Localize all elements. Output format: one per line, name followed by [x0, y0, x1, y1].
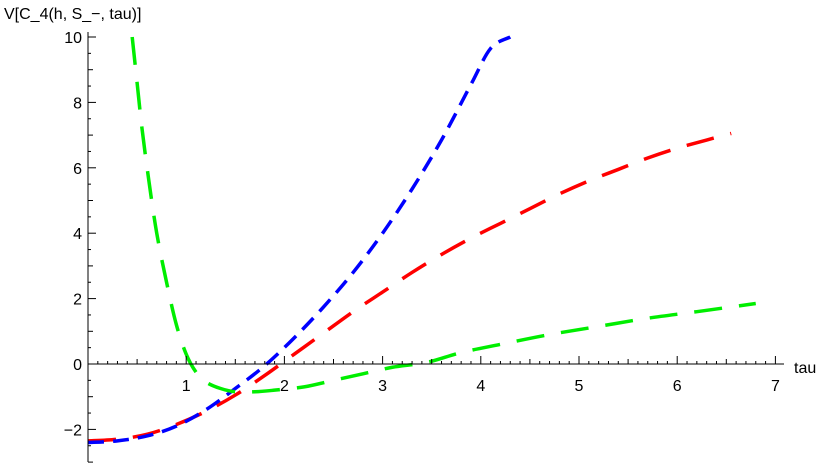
x-tick-label: 3	[378, 378, 387, 395]
y-tick-label: 2	[73, 292, 82, 309]
curves-layer	[88, 35, 757, 445]
x-tick-label: 5	[575, 378, 584, 395]
y-tick-label: 8	[73, 95, 82, 112]
y-axis-label: V[C_4(h, S_−, tau)]	[4, 6, 141, 23]
y-tick-label: 6	[73, 161, 82, 178]
y-tick-label: 0	[73, 357, 82, 374]
y-tick-label: 10	[64, 30, 82, 47]
ticks-layer: 1 2 3 4 5 6 7 −2 0 2 4 6 8 10	[64, 30, 780, 463]
x-tick-label: 6	[673, 378, 682, 395]
y-tick-label: 4	[73, 226, 82, 243]
x-tick-label: 1	[182, 378, 191, 395]
axes-layer	[87, 32, 784, 462]
series-line-2	[88, 35, 512, 445]
y-tick-label: −2	[64, 422, 82, 439]
x-tick-label: 7	[771, 378, 780, 395]
series-line-3	[130, 36, 757, 394]
x-axis-label: tau	[794, 360, 816, 377]
x-tick-label: 4	[476, 378, 485, 395]
x-tick-label: 2	[280, 378, 289, 395]
